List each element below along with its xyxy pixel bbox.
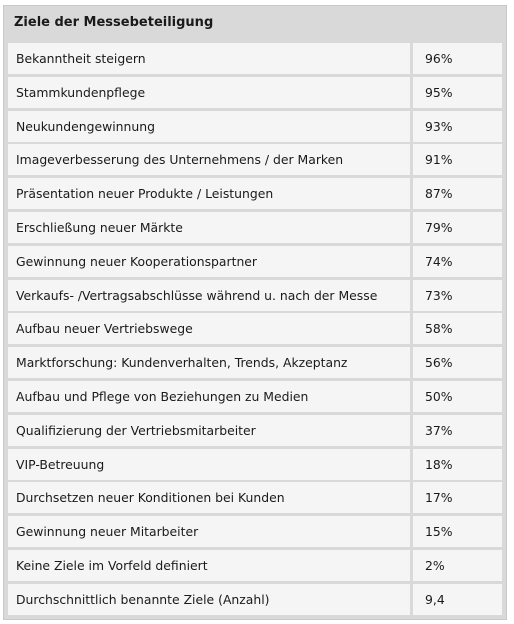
row-value: 87%: [413, 178, 502, 210]
row-value: 79%: [413, 211, 502, 243]
row-value: 93%: [413, 110, 502, 142]
table-row: Gewinnung neuer Kooperationspartner 74%: [8, 245, 502, 277]
row-value: 96%: [413, 43, 502, 74]
table-body: Bekanntheit steigern 96% Stammkundenpfle…: [8, 43, 502, 618]
row-label: VIP-Betreuung: [8, 448, 410, 480]
row-value: 18%: [413, 448, 502, 480]
row-value: 56%: [413, 347, 502, 379]
row-value: 15%: [413, 516, 502, 548]
table-row: Verkaufs- /Vertragsabschlüsse während u.…: [8, 279, 502, 311]
row-value: 37%: [413, 414, 502, 446]
row-label: Präsentation neuer Produkte / Leistungen: [8, 178, 410, 210]
table-row: Präsentation neuer Produkte / Leistungen…: [8, 178, 502, 210]
row-label: Aufbau und Pflege von Beziehungen zu Med…: [8, 380, 410, 412]
row-value: 58%: [413, 313, 502, 345]
table-row: Gewinnung neuer Mitarbeiter 15%: [8, 516, 502, 548]
row-label: Neukundengewinnung: [8, 110, 410, 142]
table-row: Aufbau und Pflege von Beziehungen zu Med…: [8, 380, 502, 412]
row-label: Erschließung neuer Märkte: [8, 211, 410, 243]
table-row: Bekanntheit steigern 96%: [8, 43, 502, 74]
table-row: Neukundengewinnung 93%: [8, 110, 502, 142]
row-label: Keine Ziele im Vorfeld definiert: [8, 549, 410, 581]
row-label: Marktforschung: Kundenverhalten, Trends,…: [8, 347, 410, 379]
table-row: Durchsetzen neuer Konditionen bei Kunden…: [8, 482, 502, 514]
row-label: Imageverbesserung des Unternehmens / der…: [8, 144, 410, 176]
row-label: Bekanntheit steigern: [8, 43, 410, 74]
table-row: Marktforschung: Kundenverhalten, Trends,…: [8, 347, 502, 379]
row-label: Verkaufs- /Vertragsabschlüsse während u.…: [8, 279, 410, 311]
row-label: Gewinnung neuer Mitarbeiter: [8, 516, 410, 548]
row-label: Qualifizierung der Vertriebsmitarbeiter: [8, 414, 410, 446]
table-row: VIP-Betreuung 18%: [8, 448, 502, 480]
table-row: Aufbau neuer Vertriebswege 58%: [8, 313, 502, 345]
table-row: Durchschnittlich benannte Ziele (Anzahl)…: [8, 583, 502, 615]
row-label: Durchsetzen neuer Konditionen bei Kunden: [8, 482, 410, 514]
row-value: 17%: [413, 482, 502, 514]
row-label: Stammkundenpflege: [8, 76, 410, 108]
table-row: Keine Ziele im Vorfeld definiert 2%: [8, 549, 502, 581]
row-value: 74%: [413, 245, 502, 277]
row-label: Gewinnung neuer Kooperationspartner: [8, 245, 410, 277]
row-value: 9,4: [413, 583, 502, 615]
row-value: 2%: [413, 549, 502, 581]
table-row: Imageverbesserung des Unternehmens / der…: [8, 144, 502, 176]
table-title: Ziele der Messebeteiligung: [14, 14, 214, 30]
row-label: Durchschnittlich benannte Ziele (Anzahl): [8, 583, 410, 615]
row-value: 91%: [413, 144, 502, 176]
row-label: Aufbau neuer Vertriebswege: [8, 313, 410, 345]
row-value: 95%: [413, 76, 502, 108]
goals-table: Ziele der Messebeteiligung Bekanntheit s…: [3, 5, 507, 620]
row-value: 73%: [413, 279, 502, 311]
row-value: 50%: [413, 380, 502, 412]
table-row: Erschließung neuer Märkte 79%: [8, 211, 502, 243]
table-row: Qualifizierung der Vertriebsmitarbeiter …: [8, 414, 502, 446]
table-row: Stammkundenpflege 95%: [8, 76, 502, 108]
